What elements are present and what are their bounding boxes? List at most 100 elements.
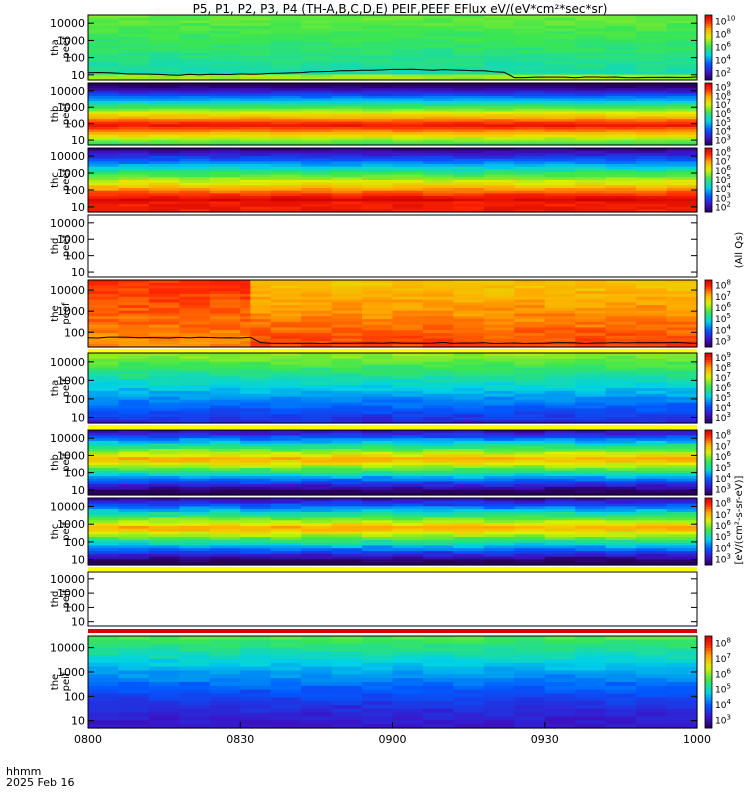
heatmap-cell [554, 150, 566, 154]
heatmap-cell [291, 77, 302, 81]
heatmap-cell [392, 114, 404, 118]
heatmap-cell [473, 172, 485, 176]
heatmap-cell [504, 190, 515, 194]
heatmap-cell [636, 15, 647, 19]
heatmap-cell [270, 174, 282, 178]
heatmap-cell [240, 153, 251, 157]
heatmap-cell [575, 134, 586, 138]
heatmap-cell [321, 196, 333, 200]
heatmap-cell [636, 169, 647, 173]
heatmap-cell [199, 69, 211, 73]
heatmap-cell [402, 63, 414, 68]
heatmap-cell [341, 164, 353, 168]
heatmap-cell [372, 106, 383, 110]
heatmap-cell [301, 206, 312, 210]
heatmap-cell [209, 28, 221, 32]
heatmap-cell [189, 209, 201, 213]
heatmap-cell [463, 25, 475, 30]
heatmap-cell [270, 23, 282, 27]
heatmap-cell [138, 15, 150, 19]
heatmap-cell [98, 142, 109, 146]
heatmap-cell [402, 209, 414, 213]
heatmap-cell [382, 142, 394, 146]
heatmap-cell [554, 161, 566, 165]
heatmap-cell [605, 161, 617, 165]
heatmap-cell [686, 36, 698, 40]
heatmap-cell [656, 201, 668, 205]
heatmap-cell [189, 193, 201, 197]
heatmap-cell [219, 74, 231, 78]
heatmap-cell [463, 206, 475, 210]
heatmap-cell [331, 201, 343, 205]
heatmap-cell [382, 148, 394, 152]
heatmap-cell [422, 28, 434, 32]
heatmap-cell [554, 25, 566, 30]
heatmap-cell [676, 137, 688, 141]
heatmap-cell [453, 98, 465, 102]
heatmap-cell [565, 188, 576, 192]
heatmap-cell [88, 98, 99, 102]
heatmap-cell [301, 28, 312, 32]
heatmap-cell [219, 164, 231, 168]
heatmap-cell [433, 185, 444, 189]
heatmap-cell [544, 164, 556, 168]
heatmap-cell [463, 90, 475, 94]
heatmap-cell [463, 93, 475, 97]
heatmap-cell [412, 77, 424, 81]
heatmap-cell [270, 119, 282, 123]
heatmap-cell [656, 90, 668, 94]
heatmap-cell [554, 142, 566, 146]
heatmap-cell [280, 52, 292, 57]
heatmap-cell [138, 132, 150, 136]
heatmap-cell [311, 206, 323, 210]
heatmap-cell [209, 58, 221, 62]
heatmap-cell [585, 77, 597, 81]
heatmap-cell [625, 50, 637, 54]
heatmap-cell [331, 161, 343, 165]
heatmap-cell [615, 142, 627, 146]
heatmap-cell [402, 134, 414, 138]
heatmap-cell [219, 166, 231, 170]
heatmap-cell [260, 114, 272, 118]
heatmap-cell [98, 196, 109, 200]
heatmap-cell [463, 126, 475, 131]
heatmap-cell [412, 61, 424, 65]
heatmap-cell [565, 17, 576, 22]
heatmap-cell [443, 196, 454, 200]
heatmap-cell [169, 71, 180, 76]
heatmap-cell [565, 66, 576, 70]
heatmap-cell [433, 209, 444, 213]
heatmap-cell [240, 206, 251, 210]
heatmap-cell [686, 23, 698, 27]
heatmap-cell [270, 132, 282, 136]
heatmap-cell [351, 66, 363, 70]
heatmap-cell [219, 153, 231, 157]
heatmap-cell [209, 50, 221, 54]
heatmap-cell [422, 47, 434, 51]
heatmap-cell [453, 116, 465, 120]
heatmap-cell [372, 166, 383, 170]
heatmap-cell [534, 198, 546, 202]
heatmap-cell [219, 52, 231, 57]
heatmap-cell [189, 139, 201, 144]
heatmap-cell [270, 206, 282, 210]
heatmap-cell [433, 116, 444, 120]
heatmap-cell [625, 158, 637, 162]
colorbar-segment [705, 47, 712, 51]
heatmap-cell [270, 121, 282, 125]
heatmap-cell [625, 17, 637, 22]
heatmap-cell [159, 188, 170, 192]
heatmap-cell [544, 201, 556, 205]
heatmap-cell [676, 190, 688, 194]
heatmap-cell [544, 204, 556, 208]
heatmap-cell [453, 121, 465, 125]
heatmap-cell [372, 119, 383, 123]
heatmap-cell [372, 31, 383, 35]
heatmap-cell [483, 153, 495, 157]
heatmap-cell [412, 15, 424, 19]
heatmap-cell [595, 93, 607, 97]
heatmap-cell [494, 188, 505, 192]
heatmap-cell [291, 201, 302, 205]
heatmap-cell [362, 139, 373, 144]
heatmap-cell [433, 182, 444, 186]
